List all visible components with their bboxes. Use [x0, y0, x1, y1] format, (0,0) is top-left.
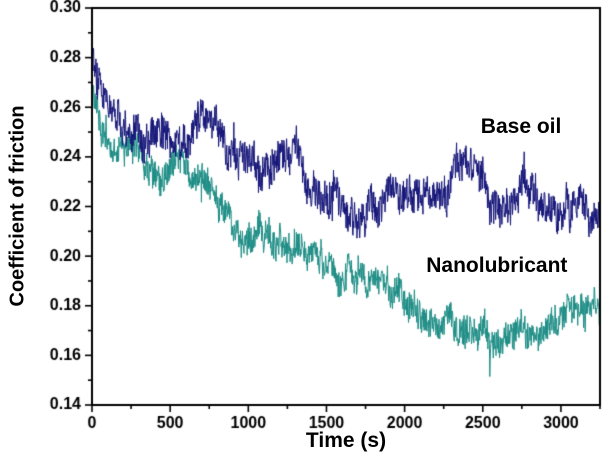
series-label-base-oil: Base oil	[480, 115, 562, 139]
series-label-nanolubricant: Nanolubricant	[426, 254, 568, 278]
x-axis-label: Time (s)	[305, 429, 387, 452]
y-axis-label: Coefficient of friction	[6, 105, 29, 307]
